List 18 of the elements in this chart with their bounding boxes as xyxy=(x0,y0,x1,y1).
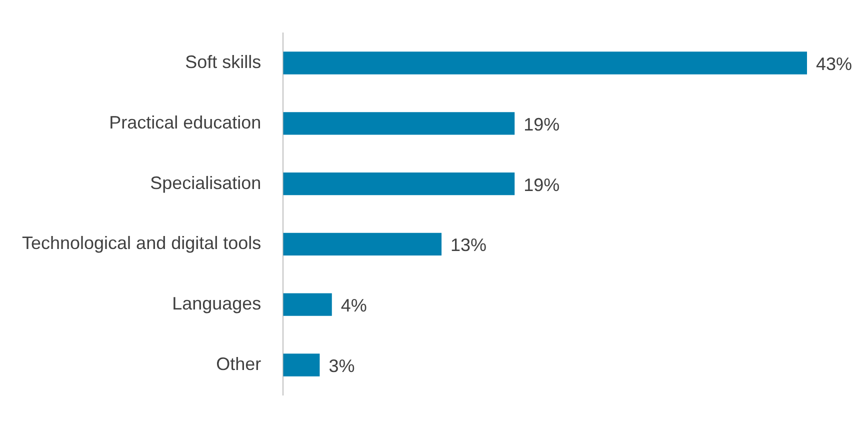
bar xyxy=(283,354,320,376)
bar xyxy=(283,52,807,74)
y-tick-label: Other xyxy=(216,354,262,374)
y-tick-label: Specialisation xyxy=(150,172,262,193)
data-label: 19% xyxy=(524,174,560,195)
data-label: 3% xyxy=(328,356,355,376)
data-label: 4% xyxy=(340,296,367,316)
y-tick-label: Soft skills xyxy=(185,52,262,72)
bar xyxy=(283,172,515,196)
bar xyxy=(283,293,332,316)
y-tick-label: Languages xyxy=(172,294,262,314)
y-tick-label: Technological and digital tools xyxy=(22,233,262,254)
y-tick-label: Practical education xyxy=(109,112,262,132)
data-label: 43% xyxy=(816,54,852,74)
data-label: 13% xyxy=(450,235,487,256)
bar xyxy=(283,112,515,135)
data-label: 19% xyxy=(524,114,560,134)
bar xyxy=(283,232,442,256)
